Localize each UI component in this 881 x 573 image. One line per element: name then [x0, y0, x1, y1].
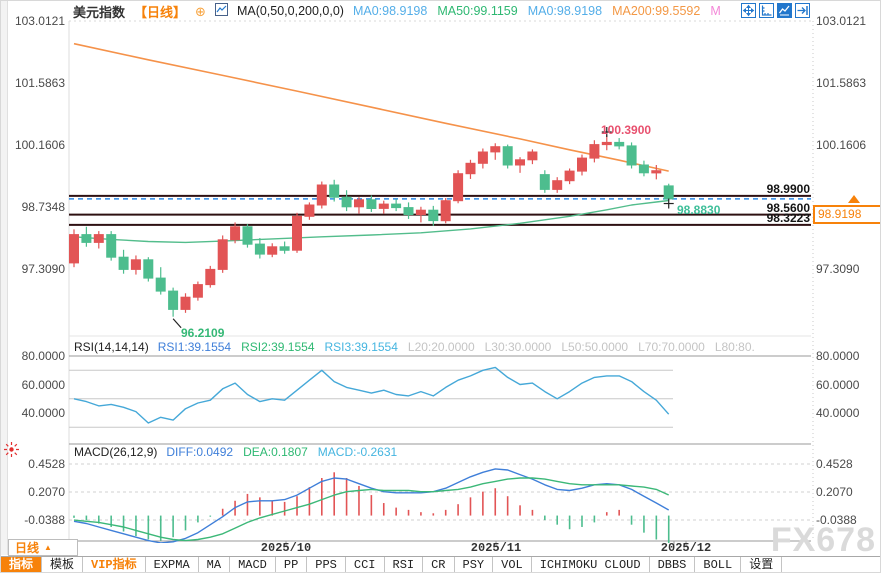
left-edge-strip — [1, 1, 8, 555]
add-indicator-icon[interactable]: ⊕ — [195, 3, 206, 19]
ma-settings-label[interactable]: MA(0,50,0,200,0,0) — [236, 4, 344, 18]
rsi-y-label-right: 40.0000 — [816, 406, 860, 420]
level-price-label-1: 98.5600 — [766, 200, 810, 215]
tab-PP[interactable]: PP — [276, 557, 308, 572]
ma-values: MA0:98.9198 MA50:99.1159 MA0:98.9198 MA200:… — [353, 4, 721, 18]
macd-y-label-left: 0.2070 — [28, 484, 65, 499]
tab-EXPMA[interactable]: EXPMA — [146, 557, 199, 572]
main-y-label-left: 100.1606 — [14, 137, 65, 152]
macd-y-label-right: 0.2070 — [816, 484, 853, 499]
rsi-value-3: L20:20.0000 — [407, 340, 475, 354]
rsi-y-label-right: 80.0000 — [816, 349, 860, 363]
tab-MACD[interactable]: MACD — [230, 557, 276, 572]
macd-value-1: DEA:0.1807 — [243, 445, 308, 459]
main-y-label-left: 101.5863 — [14, 75, 65, 90]
chart-style-icon[interactable] — [777, 3, 792, 18]
macd-header: MACD(26,12,9) DIFF:0.0492 DEA:0.1807 MACD:… — [74, 445, 397, 459]
macd-y-label-right: -0.0388 — [816, 512, 857, 527]
rsi-value-2: RSI3:39.1554 — [324, 340, 398, 354]
x-axis-label-0: 2025/10 — [260, 541, 312, 555]
price-up-arrow-icon — [848, 195, 860, 203]
low-price-label: 96.2109 — [181, 326, 225, 340]
symbol-title: 美元指数 — [73, 4, 126, 20]
main-y-label-right: 101.5863 — [816, 75, 867, 90]
rsi-value-7: L80:80. — [714, 340, 755, 354]
tab-RSI[interactable]: RSI — [385, 557, 424, 572]
tab-PSY[interactable]: PSY — [455, 557, 494, 572]
timeframe-arrow-icon: ▲ — [44, 543, 52, 552]
tab-VOL[interactable]: VOL — [493, 557, 532, 572]
current-price-badge: 98.9198 — [813, 205, 880, 224]
rsi-y-label-left: 60.0000 — [21, 377, 65, 392]
main-y-label-left: 97.3090 — [21, 261, 65, 276]
chart-toolbar — [741, 3, 810, 18]
ma-current-value-label: 98.8830 — [677, 203, 721, 217]
macd-y-label-right: 0.4528 — [816, 457, 853, 471]
timeframe-label: 日线 — [15, 541, 40, 555]
ma-value-2: MA0:98.9198 — [527, 4, 603, 18]
level-price-label-0: 98.9900 — [766, 181, 810, 196]
chart-header: 美元指数 【日线】 ⊕ MA(0,50,0,200,0,0) MA0:98.91… — [73, 3, 721, 20]
mini-chart-icon — [214, 3, 228, 19]
rsi-header: RSI(14,14,14) RSI1:39.1554 RSI2:39.1554 RS… — [74, 340, 755, 354]
axis-range-icon[interactable] — [759, 3, 774, 18]
rsi-value-4: L30:30.0000 — [484, 340, 552, 354]
tab-DBBS[interactable]: DBBS — [650, 557, 696, 572]
tab-设置[interactable]: 设置 — [741, 557, 783, 572]
tab-BOLL[interactable]: BOLL — [695, 557, 742, 572]
x-axis-label-1: 2025/11 — [470, 541, 522, 555]
indicator-settings-icon[interactable] — [3, 441, 20, 463]
timeframe-selector[interactable]: 日线 ▲ — [8, 539, 78, 556]
pan-icon[interactable] — [741, 3, 756, 18]
tab-CCI[interactable]: CCI — [346, 557, 385, 572]
high-price-label: 100.3900 — [601, 123, 652, 137]
macd-value-0: DIFF:0.0492 — [166, 445, 234, 459]
watermark: FX678 — [770, 521, 876, 559]
rsi-value-0: RSI1:39.1554 — [157, 340, 232, 354]
macd-y-label-left: -0.0388 — [24, 512, 65, 527]
tab-MA[interactable]: MA — [199, 557, 231, 572]
x-axis-label-2: 2025/12 — [660, 541, 712, 555]
rsi-value-6: L70:70.0000 — [638, 340, 705, 354]
rsi-value-1: RSI2:39.1554 — [241, 340, 315, 354]
timeframe-tag: 【日线】 — [134, 4, 187, 20]
tab-PPS[interactable]: PPS — [307, 557, 346, 572]
tab-ICHIMOKU CLOUD[interactable]: ICHIMOKU CLOUD — [532, 557, 650, 572]
rsi-y-label-right: 60.0000 — [816, 377, 860, 392]
go-to-latest-icon[interactable] — [795, 3, 810, 18]
tab-指标[interactable]: 指标 — [1, 557, 43, 572]
ma-value-0: MA0:98.9198 — [352, 4, 428, 18]
indicator-tab-bar: 指标 模板 VIP指标 EXPMA MA MACD PP PPS CCI RSI CR PSY VOL I… — [1, 556, 880, 572]
tab-模板[interactable]: 模板 — [42, 557, 84, 572]
main-y-label-right: 97.3090 — [816, 261, 860, 276]
level-price-label-2: 98.3223 — [766, 210, 810, 225]
main-y-label-left: 103.0121 — [14, 14, 65, 28]
main-y-label-right: 103.0121 — [816, 14, 867, 28]
rsi-name[interactable]: RSI(14,14,14) — [74, 340, 149, 354]
macd-name[interactable]: MACD(26,12,9) — [74, 445, 158, 459]
tab-VIP指标[interactable]: VIP指标 — [83, 557, 146, 572]
ma-value-1: MA50:99.1159 — [437, 4, 518, 18]
rsi-value-5: L50:50.0000 — [561, 340, 629, 354]
macd-y-label-left: 0.4528 — [28, 457, 65, 471]
main-y-label-left: 98.7348 — [21, 199, 65, 214]
tab-CR[interactable]: CR — [423, 557, 455, 572]
rsi-y-label-left: 40.0000 — [21, 406, 65, 420]
rsi-y-label-left: 80.0000 — [21, 349, 65, 363]
macd-value-2: MACD:-0.2631 — [317, 445, 398, 459]
ma-value-4: M — [710, 4, 721, 18]
ma-value-3: MA200:99.5592 — [612, 4, 701, 18]
main-y-label-right: 100.1606 — [816, 137, 867, 152]
